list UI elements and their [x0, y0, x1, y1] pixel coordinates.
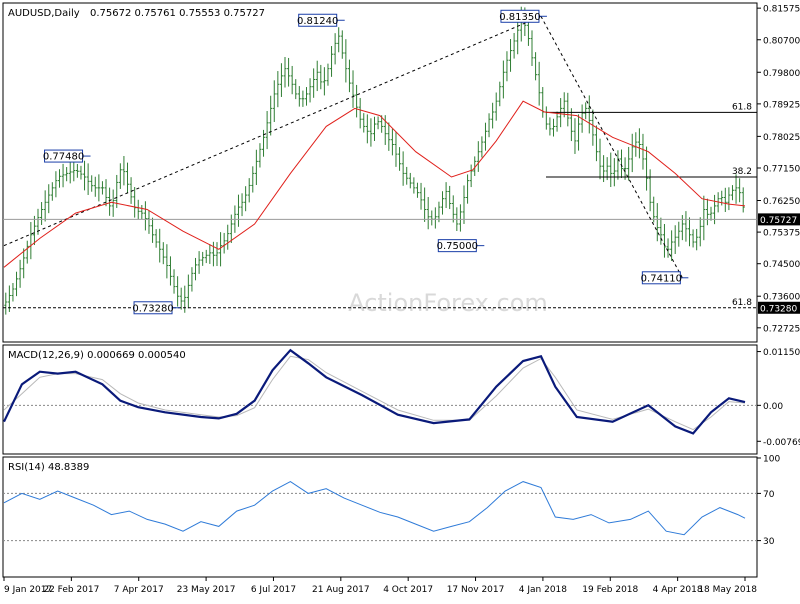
- level-price-label: 0.73280: [760, 304, 797, 314]
- x-tick-label: 21 Aug 2017: [312, 585, 370, 595]
- x-tick-label: 18 May 2018: [698, 585, 757, 595]
- rsi-y-axis: 100 70 30: [757, 455, 780, 547]
- annotation-box: [298, 13, 338, 27]
- price-y-tick-label: 0.78925: [763, 100, 800, 110]
- current-price-label: 0.75727: [760, 216, 797, 226]
- annotation-box: [133, 301, 173, 315]
- x-tick-label: 6 Jul 2017: [251, 585, 296, 595]
- macd-signal-line: [3, 355, 746, 431]
- rsi-line: [3, 481, 746, 536]
- annotation-label: 0.75000: [437, 241, 478, 252]
- annotation-box: [44, 149, 84, 163]
- x-tick-label: 17 Nov 2017: [447, 585, 505, 595]
- annotation-box: [500, 9, 540, 23]
- price-y-tick-label: 0.75375: [763, 229, 800, 239]
- price-y-tick-label: 0.76250: [763, 197, 800, 207]
- price-y-tick-label: 0.81575: [763, 5, 800, 15]
- annotation-box: [641, 271, 681, 285]
- price-y-tick-label: 0.74500: [763, 260, 800, 270]
- price-bars: [4, 6, 745, 315]
- price-annotations: 0.77480 0.81240 0.81350 0.75000 0.74110 0.732…: [43, 9, 689, 315]
- rsi-levels: [3, 492, 757, 542]
- macd-y-tick-label: -0.007694: [763, 438, 800, 448]
- macd-main-line: [3, 348, 746, 435]
- x-tick-label: 4 Apr 2018: [653, 585, 703, 595]
- x-tick-label: 23 May 2017: [177, 585, 236, 595]
- annotation-box: [437, 239, 477, 253]
- rsi-y-tick-label: 70: [763, 490, 775, 500]
- rsi-y-tick-label: 30: [763, 537, 775, 547]
- symbol-label: AUDUSD,Daily: [8, 8, 80, 19]
- x-tick-label: 22 Feb 2017: [43, 585, 99, 595]
- level-price-tag: [758, 301, 800, 314]
- price-y-tick-label: 0.77150: [763, 164, 800, 174]
- fib-level-label: 38.2: [732, 167, 752, 177]
- trendline: [540, 16, 683, 279]
- annotation-label: 0.81350: [499, 12, 540, 23]
- price-y-tick-label: 0.78025: [763, 133, 800, 143]
- x-tick-label: 4 Oct 2017: [383, 585, 433, 595]
- macd-y-tick-label: 0.011508: [763, 348, 800, 358]
- x-tick-label: 4 Jan 2018: [519, 585, 567, 595]
- price-y-axis: 0.81575 0.80700 0.79800 0.78925 0.78025 0.771…: [757, 5, 800, 334]
- rsi-y-tick-label: 100: [763, 455, 780, 465]
- annotation-label: 0.81240: [297, 16, 338, 27]
- x-tick-label: 9 Jan 2017: [4, 585, 52, 595]
- fib-levels: 61.8 38.2 61.8: [3, 102, 757, 309]
- price-y-tick-label: 0.73600: [763, 293, 800, 303]
- fib-level-label: 61.8: [732, 102, 752, 112]
- annotation-label: 0.73280: [132, 303, 173, 314]
- ohlc-label: 0.75672 0.75761 0.75553 0.75727: [90, 8, 265, 19]
- rsi-panel: RSI(14) 48.8389: [2, 456, 758, 578]
- x-tick-label: 7 Apr 2017: [114, 585, 164, 595]
- price-y-tick-label: 0.80700: [763, 36, 800, 46]
- macd-panel: MACD(12,26,9) 0.000669 0.000540: [2, 344, 758, 455]
- price-panel: ActionForex.com 61.8 38.2 61.8 0.77480 0.81…: [2, 2, 758, 343]
- moving-average-line: [3, 100, 746, 268]
- macd-header: MACD(12,26,9) 0.000669 0.000540: [8, 350, 186, 361]
- fib-level-label: 61.8: [732, 298, 752, 308]
- watermark: ActionForex.com: [348, 289, 548, 317]
- price-y-tick-label: 0.72725: [763, 324, 800, 334]
- price-y-tick-label: 0.79800: [763, 69, 800, 79]
- annotation-label: 0.74110: [641, 273, 682, 284]
- current-price-tag: [758, 213, 800, 226]
- x-tick-label: 19 Feb 2018: [582, 585, 638, 595]
- annotation-label: 0.77480: [43, 152, 84, 163]
- macd-y-axis: 0.011508 0.00 -0.007694: [757, 348, 800, 448]
- rsi-header: RSI(14) 48.8389: [8, 462, 89, 473]
- macd-y-tick-label: 0.00: [763, 402, 783, 412]
